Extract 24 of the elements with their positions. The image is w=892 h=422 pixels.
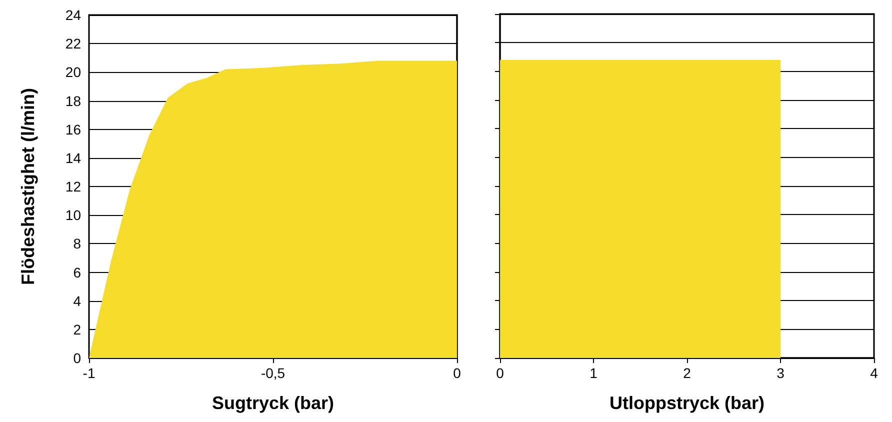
y-tick-label: 6 <box>73 264 82 280</box>
y-tick-label: 18 <box>65 92 82 109</box>
x-tick-label: 3 <box>776 365 785 381</box>
y-tick-label: 2 <box>73 321 82 338</box>
x-tick-label: 4 <box>870 365 878 381</box>
y-axis-title: Flödeshastighet (l/min) <box>18 88 38 286</box>
x-tick-label: -0,5 <box>260 365 286 381</box>
x-tick-label: 0 <box>453 365 462 381</box>
y-tick-label: 0 <box>73 350 82 366</box>
y-tick-label: 10 <box>65 207 82 224</box>
y-tick-label: 24 <box>65 7 82 23</box>
y-tick-label: 22 <box>65 36 82 52</box>
x-tick-label: 0 <box>496 365 504 381</box>
y-tick-label: 20 <box>65 64 82 80</box>
y-tick-label: 16 <box>65 121 82 138</box>
y-tick-label: 14 <box>65 150 82 166</box>
y-tick-label: 8 <box>73 236 82 252</box>
x-axis-title: Utloppstryck (bar) <box>609 393 765 413</box>
y-tick-label: 4 <box>73 292 82 309</box>
x-axis-title: Sugtryck (bar) <box>212 393 334 413</box>
y-tick-label: 12 <box>65 178 82 194</box>
x-tick-label: -1 <box>82 365 96 381</box>
x-tick-label: 1 <box>590 365 598 381</box>
x-tick-label: 2 <box>683 365 692 381</box>
